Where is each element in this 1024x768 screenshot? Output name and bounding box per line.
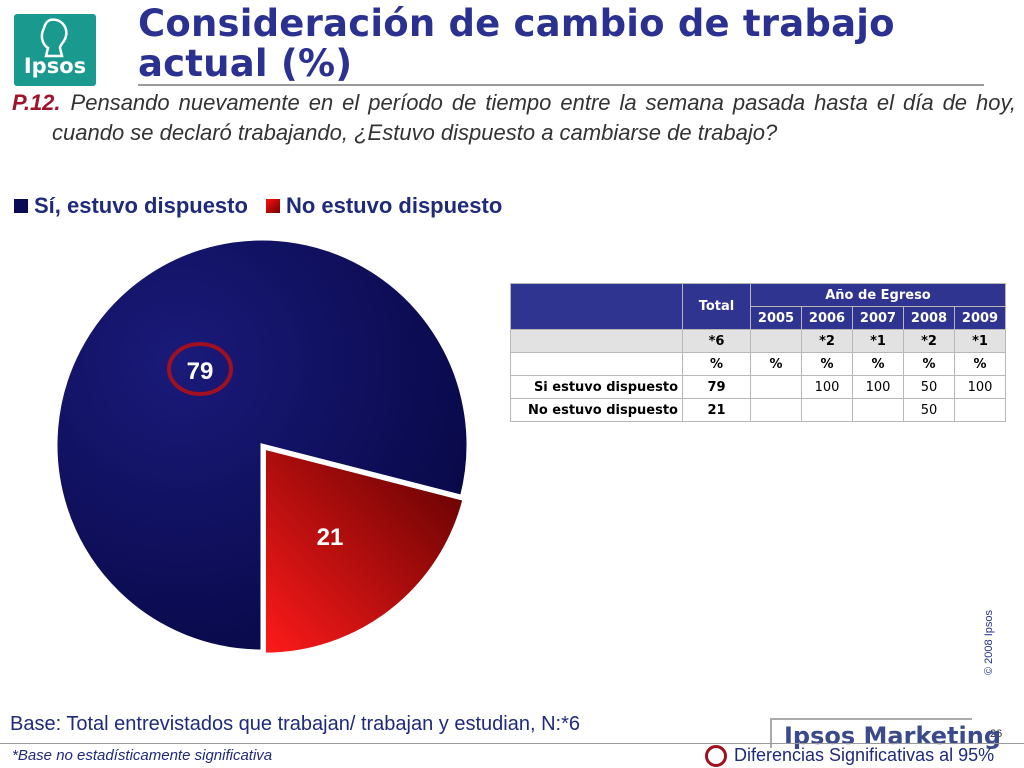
brand-text: Ipsos Marketing [784,722,1001,750]
legend-label-no: No estuvo dispuesto [285,193,503,218]
table-cell: *1 [852,329,904,353]
pie-slice-yes [54,237,470,653]
table-row-label: No estuvo dispuesto [510,398,683,422]
question-text: Pensando nuevamente en el período de tie… [52,90,1016,145]
table-cell [852,398,904,422]
question-block: P.12. Pensando nuevamente en el período d… [12,88,1016,148]
table-header-total: Total [682,283,751,330]
legend-item-yes: Sí, estuvo dispuesto [14,193,248,219]
logo-text: Ipsos [23,54,87,78]
pie-data-label: 79 [187,358,214,385]
significance-circle [167,342,233,396]
table-row-label: Si estuvo dispuesto [510,375,683,399]
brand-box [770,718,972,748]
legend-swatch-yes [14,199,28,213]
table-cell [510,352,683,376]
table-cell: *6 [682,329,751,353]
table-cell: % [750,352,802,376]
table-cell [750,398,802,422]
legend-label-yes: Sí, estuvo dispuesto [34,193,248,218]
table-cell: 50 [903,375,955,399]
copyright-text: © 2008 Ipsos [983,610,995,675]
table-cell: *2 [801,329,853,353]
table-header-year: 2009 [954,306,1006,330]
table-cell: % [852,352,904,376]
legend-item-no: No estuvo dispuesto [265,193,503,219]
table-header-year: 2005 [750,306,802,330]
table-cell [750,375,802,399]
footer-divider [0,743,1024,744]
chart-legend: Sí, estuvo dispuesto No estuvo dispuesto [14,193,520,219]
table-cell: % [903,352,955,376]
table-header-group: Año de Egreso [750,283,1006,307]
table-cell [510,329,683,353]
table-cell: *2 [903,329,955,353]
table-row: Si estuvo dispuesto 79 100 100 50 100 [510,375,1006,399]
title-divider [138,84,984,86]
table-cell [750,329,802,353]
table-row: No estuvo dispuesto 21 50 [510,398,1006,422]
question-number: P.12. [12,90,61,115]
significance-circle-icon [705,745,727,767]
title-line-1: Consideración de cambio de trabajo [138,2,895,45]
table-row-percent: % % % % % % [510,352,1006,376]
table-cell: % [954,352,1006,376]
table-cell: % [682,352,751,376]
significance-note: Diferencias Significativas al 95% [734,745,995,765]
table-cell-total: 21 [682,398,751,422]
table-cell: 50 [903,398,955,422]
title-line-2: actual (%) [138,42,353,85]
table-cell: 100 [801,375,853,399]
data-table: Total Año de Egreso 2005 2006 2007 2008 … [510,283,1006,422]
table-header-year: 2007 [852,306,904,330]
pie-data-label: 21 [317,524,344,551]
table-row-base: *6 *2 *1 *2 *1 [510,329,1006,353]
pie-chart: 79 21 [54,237,470,656]
profile-head-icon [40,18,68,58]
page-title: Consideración de cambio de trabajo actua… [138,4,998,84]
table-header-year: 2006 [801,306,853,330]
page-number: 26 [990,728,1003,740]
table-cell: 100 [852,375,904,399]
table-cell: 100 [954,375,1006,399]
pie-slice-no [262,446,466,656]
table-cell [801,398,853,422]
footnote: *Base no estadísticamente significativa [12,747,273,764]
table-cell: % [801,352,853,376]
table-cell [954,398,1006,422]
base-note: Base: Total entrevistados que trabajan/ … [10,713,580,735]
table-cell-total: 79 [682,375,751,399]
table-cell: *1 [954,329,1006,353]
ipsos-logo: Ipsos [14,14,96,86]
table-header-year: 2008 [903,306,955,330]
table-header-blank [510,283,683,330]
legend-swatch-no [265,199,280,213]
